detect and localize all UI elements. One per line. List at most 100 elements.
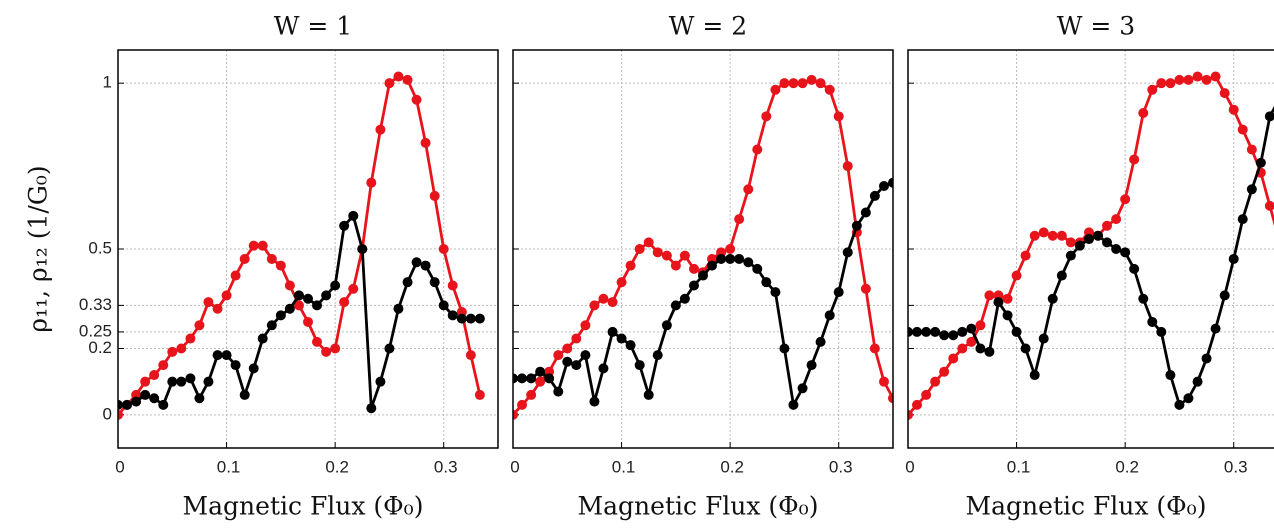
data-point [275,310,286,321]
data-point [1174,74,1185,85]
data-point [1147,316,1158,327]
data-point [661,250,672,261]
data-point [185,333,196,344]
data-point [1102,220,1113,231]
data-point [598,293,609,304]
data-point [1083,234,1094,245]
data-point [984,290,995,301]
data-point [375,124,386,135]
y-tick-label: 0 [103,404,112,423]
data-point [975,343,986,354]
data-point [284,280,295,291]
data-point [221,290,232,301]
data-point [429,277,440,288]
x-axis-label: Magnetic Flux (Φ₀) [183,492,424,521]
data-point [1002,310,1013,321]
data-point [670,260,681,271]
y-tick-label: 0.33 [79,295,112,314]
data-point [140,376,151,387]
data-point [607,297,618,308]
x-tick-label: 0.1 [217,457,241,476]
data-point [580,320,591,331]
data-point [535,366,546,377]
data-point [1264,200,1274,211]
plot-area [513,74,893,420]
data-point [1219,290,1230,301]
data-point [1056,230,1067,241]
data-point [1020,250,1031,261]
data-point [1264,111,1274,122]
data-point [743,184,754,195]
data-point [625,260,636,271]
data-point [688,280,699,291]
x-axis-label: Magnetic Flux (Φ₀) [966,492,1207,521]
data-point [1201,353,1212,364]
data-point [908,409,913,420]
data-point [474,389,485,400]
x-tick-label: 0 [115,457,124,476]
plot-frame [907,49,1274,449]
data-point [1156,78,1167,89]
data-point [984,346,995,357]
data-point [1228,253,1239,264]
data-point [474,313,485,324]
data-point [806,74,817,85]
data-point [248,363,259,374]
data-point [643,237,654,248]
data-point [321,290,332,301]
data-point [1156,326,1167,337]
data-point [652,247,663,258]
data-point [797,78,808,89]
data-point [589,396,600,407]
data-point [571,360,582,371]
y-tick-label: 1 [103,73,112,92]
data-point [517,373,528,384]
data-point [824,310,835,321]
data-point [1111,244,1122,254]
data-point [888,177,893,188]
data-point [716,253,727,264]
data-point [176,343,187,354]
x-tick-label: 0 [905,457,914,476]
data-point [438,300,449,311]
data-point [456,313,467,324]
data-point [465,350,476,361]
data-point [384,78,395,89]
plot-area [118,71,485,420]
data-point [1093,230,1103,241]
data-point [833,111,844,122]
data-point [118,399,123,410]
data-point [266,320,277,331]
data-point [688,263,699,274]
data-point [366,403,377,414]
data-point [1246,184,1257,195]
data-point [939,366,950,377]
data-point [167,346,178,357]
data-point [860,207,871,218]
data-point [118,409,123,420]
data-point [616,277,627,288]
data-point [1174,399,1185,410]
data-point [1120,194,1131,205]
data-point [357,244,368,254]
data-point [707,260,718,271]
x-tick-label: 0.2 [720,457,744,476]
data-point [670,300,681,311]
data-point [194,393,205,404]
data-point [1102,237,1113,248]
data-point [465,313,476,324]
data-point [1147,84,1158,95]
data-point [842,161,853,172]
data-point [203,297,214,308]
data-point [797,383,808,394]
data-point [698,270,708,281]
data-point [634,244,645,254]
data-point [743,257,754,268]
data-point [770,84,781,95]
data-point [1065,250,1076,261]
data-point [930,376,941,387]
data-point [824,84,835,95]
data-point [203,376,214,387]
data-point [589,300,600,311]
data-point [734,214,745,225]
